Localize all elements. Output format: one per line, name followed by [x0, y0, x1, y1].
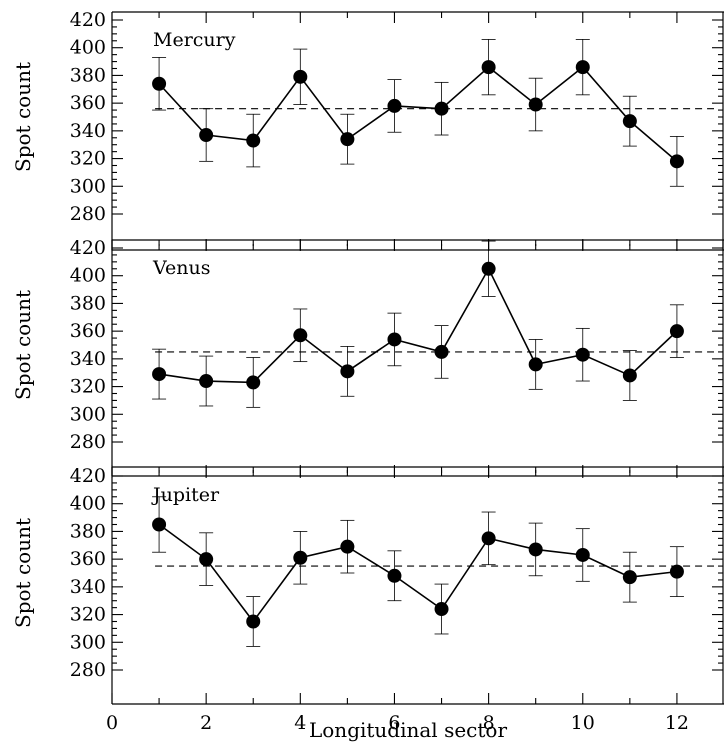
y-axis-title: Spot count: [11, 518, 35, 628]
data-point: [528, 97, 543, 112]
data-point: [387, 332, 402, 347]
y-tick-label: 380: [70, 520, 106, 542]
panel-1: 280 300 320 340 360 380 400 420 Spot count Venus: [11, 237, 724, 477]
data-point: [669, 564, 684, 579]
panel-label: Venus: [152, 257, 210, 279]
data-point: [340, 539, 355, 554]
x-tick-label: 2: [200, 712, 212, 734]
data-point: [481, 531, 496, 546]
data-point: [669, 154, 684, 169]
y-axis-title: Spot count: [11, 62, 35, 172]
y-tick-label: 280: [70, 659, 106, 681]
panel-2: 280 300 320 340 360 380 400 420 0 2 4 6 8 10 12 Spot co…: [11, 465, 724, 742]
y-tick-label: 360: [70, 548, 106, 570]
series-line: [158, 267, 678, 384]
data-point: [481, 60, 496, 75]
data-point: [293, 550, 308, 565]
panel-label: Mercury: [153, 29, 236, 51]
data-point: [481, 261, 496, 276]
y-tick-label: 300: [70, 403, 106, 425]
series-line: [158, 66, 678, 162]
data-point: [575, 60, 590, 75]
data-point: [387, 568, 402, 583]
data-point: [246, 614, 261, 629]
y-tick-label: 280: [70, 203, 106, 225]
data-point: [528, 357, 543, 372]
data-point: [152, 517, 167, 532]
panel-label: Jupiter: [151, 484, 220, 506]
data-point: [152, 76, 167, 91]
data-point: [434, 101, 449, 116]
data-point: [199, 374, 214, 389]
x-axis-title: Longitudinal sector: [309, 718, 507, 742]
y-tick-label: 340: [70, 348, 106, 370]
y-axis-title: Spot count: [11, 290, 35, 400]
x-tick-label: 4: [294, 712, 306, 734]
data-point: [340, 364, 355, 379]
x-tick-label: 12: [665, 712, 689, 734]
data-point: [340, 132, 355, 147]
panel-0: 280 300 320 340 360 380 400 420 Spot count Mercur…: [11, 9, 724, 251]
y-tick-label: 400: [70, 37, 106, 59]
data-point: [622, 114, 637, 129]
x-tick-label: 0: [106, 712, 118, 734]
y-tick-label: 340: [70, 576, 106, 598]
series-line: [158, 523, 678, 623]
y-tick-label: 340: [70, 120, 106, 142]
data-point: [434, 344, 449, 359]
y-tick-label: 420: [70, 465, 106, 487]
data-point: [293, 328, 308, 343]
data-point: [387, 98, 402, 113]
x-tick-label: 10: [571, 712, 595, 734]
y-tick-label: 360: [70, 320, 106, 342]
x-tick-label: 6: [388, 712, 400, 734]
data-point: [246, 133, 261, 148]
y-tick-label: 300: [70, 631, 106, 653]
data-point: [575, 547, 590, 562]
y-tick-label: 420: [70, 9, 106, 31]
y-tick-label: 320: [70, 148, 106, 170]
data-point: [669, 324, 684, 339]
data-point: [246, 375, 261, 390]
data-point: [434, 602, 449, 617]
data-point: [152, 367, 167, 382]
y-tick-label: 360: [70, 92, 106, 114]
data-point: [528, 542, 543, 557]
data-point: [293, 69, 308, 84]
y-tick-label: 420: [70, 237, 106, 259]
y-tick-label: 320: [70, 376, 106, 398]
data-point: [199, 128, 214, 143]
data-point: [199, 552, 214, 567]
y-tick-label: 400: [70, 265, 106, 287]
data-point: [575, 347, 590, 362]
y-tick-label: 280: [70, 431, 106, 453]
data-point: [622, 570, 637, 585]
y-tick-label: 380: [70, 64, 106, 86]
data-point: [622, 368, 637, 383]
y-tick-label: 400: [70, 493, 106, 515]
x-tick-label: 8: [483, 712, 495, 734]
y-tick-label: 380: [70, 292, 106, 314]
y-tick-label: 320: [70, 604, 106, 626]
y-tick-label: 300: [70, 175, 106, 197]
